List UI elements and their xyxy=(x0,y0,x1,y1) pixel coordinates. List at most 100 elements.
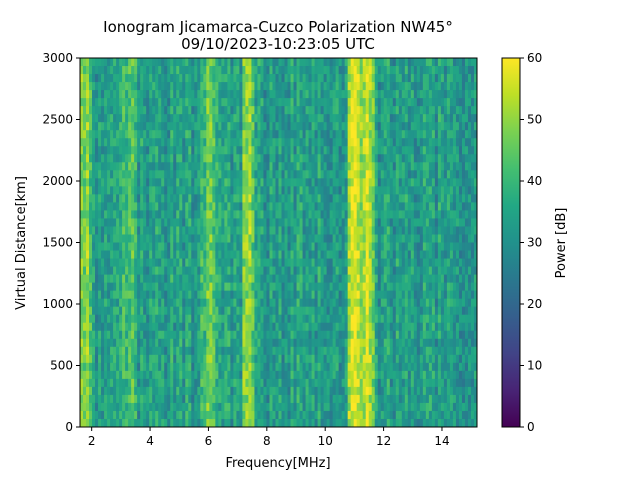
heatmap-cell xyxy=(83,74,87,83)
heatmap-cell xyxy=(293,122,297,131)
heatmap-cell xyxy=(137,210,141,219)
heatmap-cell xyxy=(212,322,216,332)
heatmap-cell xyxy=(131,410,135,420)
heatmap-cell xyxy=(272,330,276,340)
heatmap-cell xyxy=(86,250,90,259)
heatmap-cell xyxy=(173,178,177,187)
heatmap-cell xyxy=(92,154,96,163)
heatmap-cell xyxy=(275,130,279,139)
heatmap-cell xyxy=(404,250,409,259)
heatmap-cell xyxy=(179,386,183,396)
heatmap-cell xyxy=(305,330,309,340)
heatmap-cell xyxy=(227,202,231,211)
heatmap-cell xyxy=(242,234,246,243)
heatmap-cell xyxy=(173,290,177,300)
heatmap-cell xyxy=(155,122,159,131)
heatmap-cell xyxy=(158,202,162,211)
heatmap-cell xyxy=(164,202,168,211)
heatmap-cell xyxy=(224,250,228,259)
heatmap-cell xyxy=(122,338,126,348)
heatmap-cell xyxy=(224,354,228,364)
heatmap-cell xyxy=(143,186,147,195)
heatmap-cell xyxy=(356,74,361,83)
heatmap-cell xyxy=(299,106,303,115)
heatmap-cell xyxy=(200,194,204,203)
heatmap-cell xyxy=(389,394,394,404)
heatmap-cell xyxy=(194,162,198,171)
heatmap-cell xyxy=(329,290,334,300)
heatmap-cell xyxy=(395,122,400,131)
heatmap-cell xyxy=(173,346,177,356)
heatmap-cell xyxy=(356,226,361,235)
heatmap-cell xyxy=(356,130,361,139)
heatmap-cell xyxy=(263,266,267,275)
heatmap-cell xyxy=(173,170,177,179)
heatmap-cell xyxy=(266,306,270,316)
heatmap-cell xyxy=(143,202,147,211)
heatmap-cell xyxy=(200,58,204,67)
heatmap-cell xyxy=(392,306,397,316)
heatmap-cell xyxy=(341,186,346,195)
heatmap-cell xyxy=(125,314,129,324)
heatmap-cell xyxy=(218,194,222,203)
heatmap-cell xyxy=(326,282,331,292)
heatmap-cell xyxy=(368,154,373,163)
heatmap-cell xyxy=(170,74,174,83)
heatmap-cell xyxy=(347,58,352,67)
heatmap-cell xyxy=(371,186,376,195)
heatmap-cell xyxy=(251,154,255,163)
heatmap-cell xyxy=(290,338,294,348)
heatmap-cell xyxy=(233,338,237,348)
heatmap-cell xyxy=(131,114,135,123)
heatmap-cell xyxy=(188,314,192,324)
heatmap-cell xyxy=(347,250,352,259)
heatmap-cell xyxy=(86,362,90,372)
heatmap-cell xyxy=(305,186,309,195)
heatmap-cell xyxy=(113,106,117,115)
heatmap-cell xyxy=(203,218,207,227)
heatmap-cell xyxy=(380,138,385,147)
heatmap-cell xyxy=(164,90,168,99)
heatmap-cell xyxy=(173,138,177,147)
heatmap-cell xyxy=(107,418,111,428)
heatmap-cell xyxy=(218,58,222,67)
heatmap-cell xyxy=(332,154,337,163)
heatmap-cell xyxy=(392,410,397,420)
heatmap-cell xyxy=(137,218,141,227)
heatmap-cell xyxy=(365,162,370,171)
heatmap-cell xyxy=(404,186,409,195)
heatmap-cell xyxy=(380,130,385,139)
heatmap-cell xyxy=(242,146,246,155)
heatmap-cell xyxy=(146,146,150,155)
heatmap-cell xyxy=(233,250,237,259)
heatmap-cell xyxy=(332,122,337,131)
heatmap-cell xyxy=(347,114,352,123)
heatmap-cell xyxy=(308,282,312,292)
heatmap-cell xyxy=(320,226,325,235)
heatmap-cell xyxy=(95,250,99,259)
heatmap-cell xyxy=(368,194,373,203)
heatmap-cell xyxy=(167,346,171,356)
heatmap-cell xyxy=(155,146,159,155)
heatmap-cell xyxy=(272,98,276,107)
heatmap-cell xyxy=(380,338,385,348)
heatmap-cell xyxy=(380,402,385,412)
heatmap-cell xyxy=(275,394,279,404)
heatmap-cell xyxy=(323,226,328,235)
heatmap-cell xyxy=(362,114,367,123)
heatmap-cell xyxy=(272,418,276,428)
heatmap-cell xyxy=(257,106,261,115)
heatmap-cell xyxy=(284,74,288,83)
heatmap-cell xyxy=(212,66,216,75)
heatmap-cell xyxy=(395,346,400,356)
heatmap-cell xyxy=(158,234,162,243)
heatmap-cell xyxy=(290,162,294,171)
heatmap-cell xyxy=(371,90,376,99)
heatmap-cell xyxy=(338,314,343,324)
heatmap-cell xyxy=(176,234,180,243)
heatmap-cell xyxy=(323,114,328,123)
heatmap-cell xyxy=(146,242,150,251)
heatmap-cell xyxy=(86,66,90,75)
heatmap-cell xyxy=(158,410,162,420)
heatmap-cell xyxy=(296,98,300,107)
